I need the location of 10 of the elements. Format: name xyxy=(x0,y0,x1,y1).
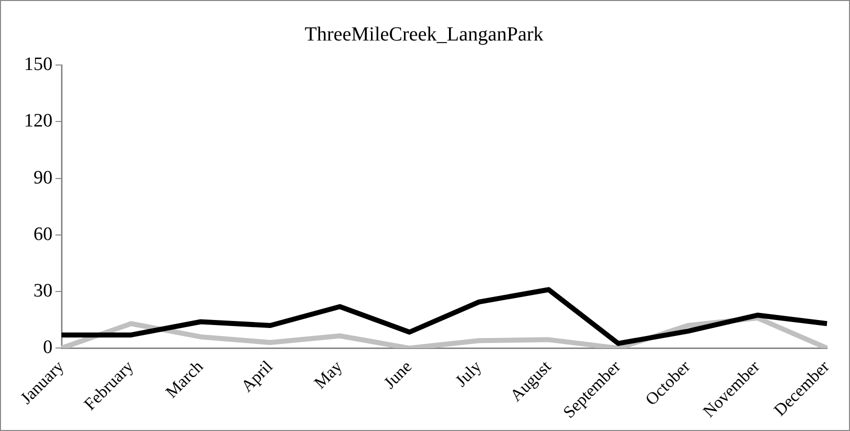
x-tick-label: May xyxy=(310,356,346,392)
chart-title: ThreeMileCreek_LanganPark xyxy=(304,23,544,46)
y-tick-label: 30 xyxy=(34,280,52,302)
y-tick-label: 150 xyxy=(24,54,52,75)
x-tick-label: June xyxy=(380,356,416,392)
y-tick-label: 90 xyxy=(34,167,52,188)
y-tick-label: 60 xyxy=(34,224,52,245)
x-tick-label: July xyxy=(452,356,486,390)
y-tick-label: 0 xyxy=(43,337,52,358)
y-tick-label: 120 xyxy=(24,110,52,132)
